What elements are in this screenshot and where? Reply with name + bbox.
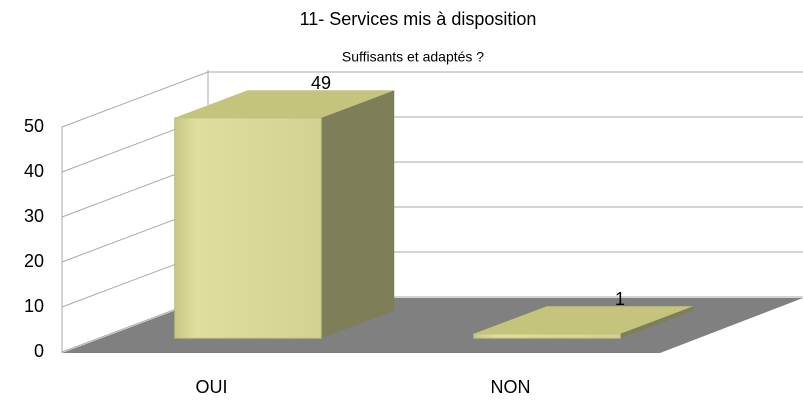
bar-top (174, 90, 395, 118)
bar-side (620, 306, 694, 339)
grid-line (61, 71, 209, 128)
bar-front (174, 117, 322, 339)
x-tick-label: NON (491, 377, 531, 397)
y-tick-label: 0 (34, 341, 44, 361)
y-tick-label: 10 (24, 296, 44, 316)
bar-front (473, 333, 621, 339)
y-tick-label: 20 (24, 251, 44, 271)
chart-subtitle: Suffisants et adaptés ? (342, 49, 484, 65)
data-label: 49 (311, 73, 331, 93)
y-tick-label: 30 (24, 206, 44, 226)
y-tick-label: 40 (24, 161, 44, 181)
bar-side (321, 90, 395, 339)
bar-top (473, 306, 694, 334)
data-label: 1 (615, 289, 625, 309)
y-tick-label: 50 (24, 116, 44, 136)
x-tick-label: OUI (195, 377, 227, 397)
chart-title: 11- Services mis à disposition (300, 9, 537, 29)
